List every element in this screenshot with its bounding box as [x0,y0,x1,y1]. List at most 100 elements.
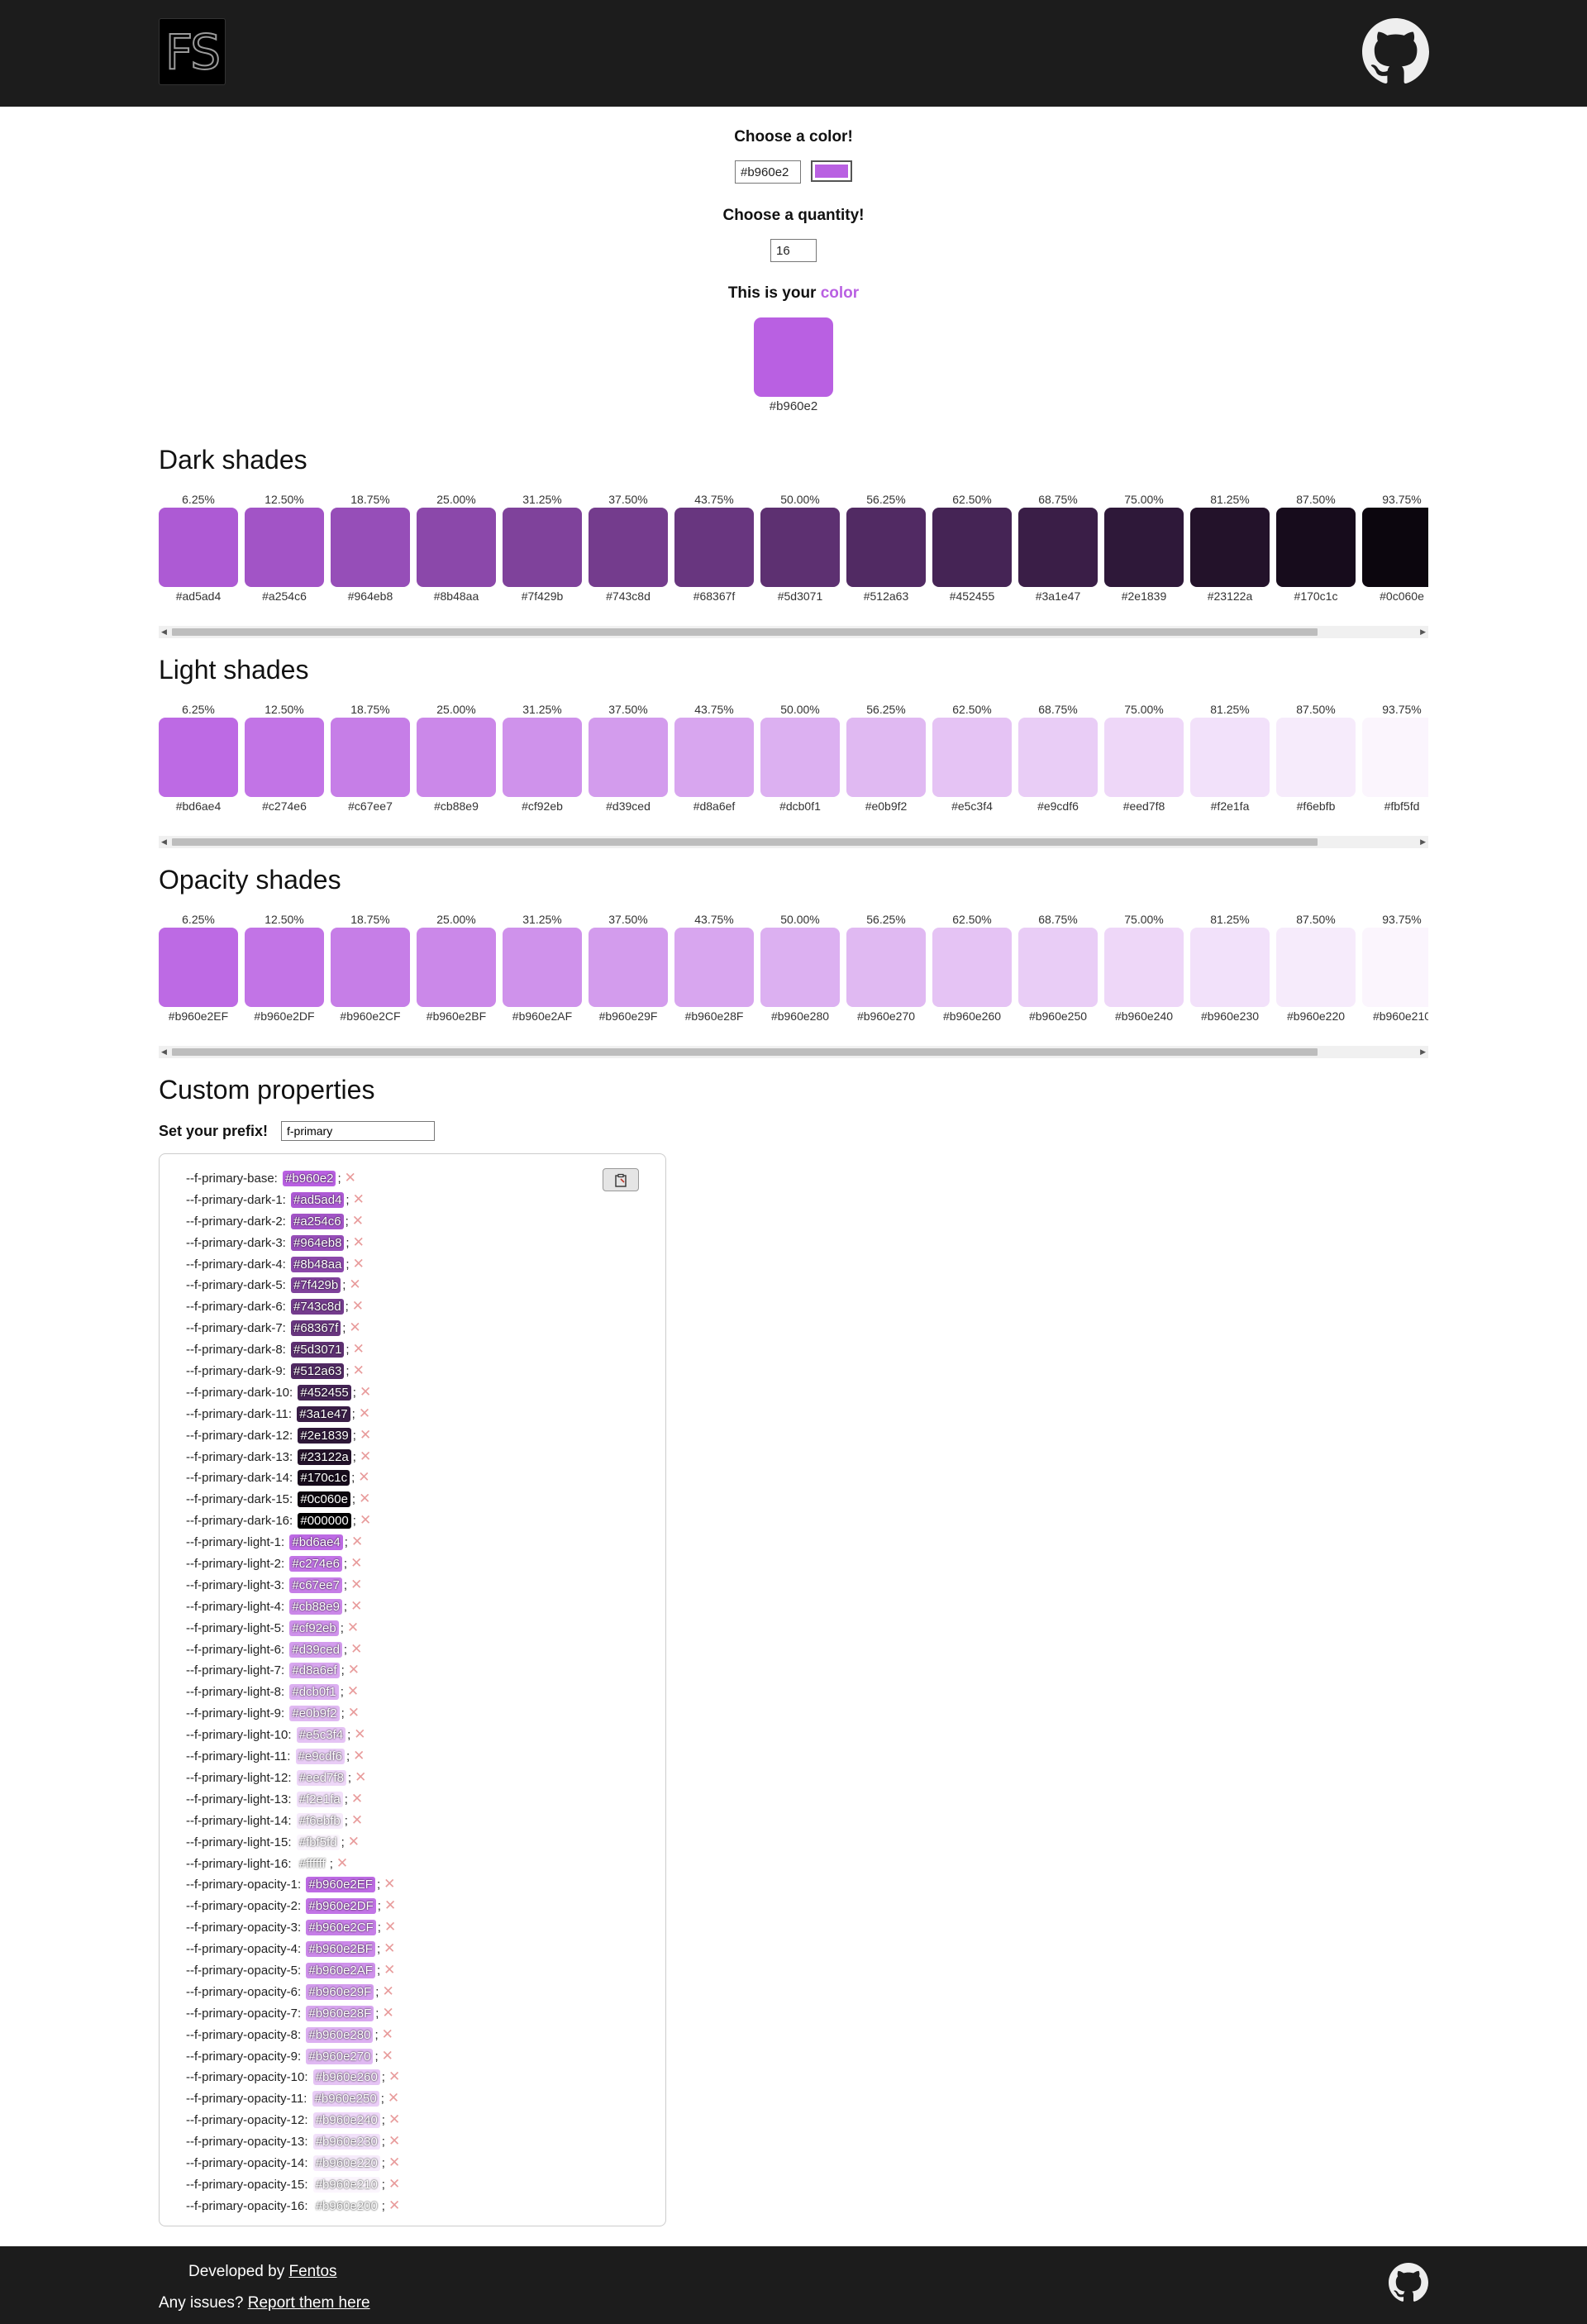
remove-icon[interactable]: ✕ [388,2175,401,2192]
shade-item[interactable]: 12.50% #b960e2DF [245,911,324,1023]
shade-swatch[interactable] [589,928,668,1007]
shade-swatch[interactable] [159,508,238,587]
remove-icon[interactable]: ✕ [388,2197,401,2213]
remove-icon[interactable]: ✕ [382,1983,394,1999]
property-value[interactable]: #c67ee7 [289,1577,342,1593]
shade-item[interactable]: 87.50% #b960e220 [1276,911,1356,1023]
shade-item[interactable]: 50.00% #5d3071 [760,491,840,603]
property-value[interactable]: #b960e260 [312,2069,380,2086]
remove-icon[interactable]: ✕ [358,1469,370,1486]
shade-item[interactable]: 81.25% #b960e230 [1190,911,1270,1023]
horizontal-scrollbar[interactable]: ◀ ▶ [159,626,1428,638]
shade-item[interactable]: 56.25% #512a63 [846,491,926,603]
shade-item[interactable]: 31.25% #b960e2AF [503,911,582,1023]
property-value[interactable]: #3a1e47 [297,1405,350,1422]
shade-item[interactable]: 56.25% #e0b9f2 [846,701,926,813]
scroll-left-icon[interactable]: ◀ [161,837,167,846]
remove-icon[interactable]: ✕ [350,1597,363,1614]
property-value[interactable]: #5d3071 [291,1342,345,1358]
shade-item[interactable]: 81.25% #f2e1fa [1190,701,1270,813]
property-value[interactable]: #e9cdf6 [295,1749,345,1765]
shade-swatch[interactable] [1190,928,1270,1007]
shade-item[interactable]: 62.50% #452455 [932,491,1012,603]
shade-item[interactable]: 93.75% #fbf5fd [1362,701,1428,813]
property-value[interactable]: #512a63 [291,1363,345,1380]
property-value[interactable]: #0c060e [298,1491,350,1508]
remove-icon[interactable]: ✕ [382,2004,394,2021]
property-value[interactable]: #000000 [298,1513,351,1529]
shade-swatch[interactable] [1276,718,1356,797]
property-value[interactable]: #eed7f8 [296,1769,346,1786]
shade-swatch[interactable] [932,508,1012,587]
shade-item[interactable]: 68.75% #3a1e47 [1018,491,1098,603]
horizontal-scrollbar[interactable]: ◀ ▶ [159,836,1428,848]
remove-icon[interactable]: ✕ [350,1555,363,1572]
shade-swatch[interactable] [1276,928,1356,1007]
property-value[interactable]: #452455 [298,1384,351,1401]
hex-color-input[interactable] [735,160,801,184]
remove-icon[interactable]: ✕ [384,1897,397,1914]
scroll-left-icon[interactable]: ◀ [161,1047,167,1056]
report-issues-link[interactable]: Report them here [247,2294,370,2312]
shade-item[interactable]: 75.00% #2e1839 [1104,491,1184,603]
shade-swatch[interactable] [1018,508,1098,587]
shade-swatch[interactable] [245,928,324,1007]
property-value[interactable]: #8b48aa [291,1256,345,1272]
shade-item[interactable]: 43.75% #b960e28F [674,911,754,1023]
shade-item[interactable]: 25.00% #b960e2BF [417,911,496,1023]
property-value[interactable]: #cb88e9 [289,1598,342,1615]
remove-icon[interactable]: ✕ [388,2133,401,2150]
remove-icon[interactable]: ✕ [381,2026,393,2042]
scroll-right-icon[interactable]: ▶ [1420,1047,1426,1056]
property-value[interactable]: #b960e270 [306,2048,374,2064]
shade-swatch[interactable] [331,928,410,1007]
shade-swatch[interactable] [417,508,496,587]
shade-item[interactable]: 50.00% #dcb0f1 [760,701,840,813]
shade-swatch[interactable] [674,718,754,797]
shade-item[interactable]: 18.75% #c67ee7 [331,701,410,813]
property-value[interactable]: #b960e2 [283,1171,336,1186]
property-value[interactable]: #f2e1fa [296,1791,343,1807]
property-value[interactable]: #fbf5fd [296,1834,340,1850]
shade-swatch[interactable] [1018,718,1098,797]
remove-icon[interactable]: ✕ [336,1854,349,1871]
remove-icon[interactable]: ✕ [349,1277,361,1293]
property-value[interactable]: #bd6ae4 [289,1534,343,1551]
shade-swatch[interactable] [331,508,410,587]
remove-icon[interactable]: ✕ [350,1640,363,1657]
shade-swatch[interactable] [245,718,324,797]
shade-item[interactable]: 31.25% #cf92eb [503,701,582,813]
shade-swatch[interactable] [1104,718,1184,797]
shade-swatch[interactable] [159,928,238,1007]
shade-swatch[interactable] [1104,508,1184,587]
shade-swatch[interactable] [1104,928,1184,1007]
property-value[interactable]: #170c1c [298,1470,350,1487]
property-value[interactable]: #b960e200 [312,2198,380,2214]
property-value[interactable]: #23122a [298,1448,351,1465]
shade-swatch[interactable] [1362,508,1428,587]
shade-swatch[interactable] [503,508,582,587]
remove-icon[interactable]: ✕ [388,2069,401,2085]
remove-icon[interactable]: ✕ [350,1811,364,1828]
remove-icon[interactable]: ✕ [388,2112,401,2128]
shade-item[interactable]: 37.50% #d39ced [589,701,668,813]
property-value[interactable]: #d8a6ef [289,1663,340,1679]
remove-icon[interactable]: ✕ [384,1919,397,1935]
remove-icon[interactable]: ✕ [352,1234,365,1250]
shade-swatch[interactable] [245,508,324,587]
property-value[interactable]: #a254c6 [291,1213,344,1229]
remove-icon[interactable]: ✕ [350,1534,364,1550]
property-value[interactable]: #7f429b [291,1277,341,1294]
remove-icon[interactable]: ✕ [352,1191,365,1207]
shade-swatch[interactable] [760,508,840,587]
shade-item[interactable]: 25.00% #8b48aa [417,491,496,603]
property-value[interactable]: #b960e2AF [306,1962,375,1978]
shade-item[interactable]: 6.25% #bd6ae4 [159,701,238,813]
remove-icon[interactable]: ✕ [384,1961,396,1978]
github-icon[interactable] [1389,2263,1428,2303]
shade-item[interactable]: 6.25% #ad5ad4 [159,491,238,603]
remove-icon[interactable]: ✕ [388,2154,401,2170]
shade-swatch[interactable] [1018,928,1098,1007]
property-value[interactable]: #e5c3f4 [296,1727,346,1744]
property-value[interactable]: #b960e28F [306,2005,374,2021]
